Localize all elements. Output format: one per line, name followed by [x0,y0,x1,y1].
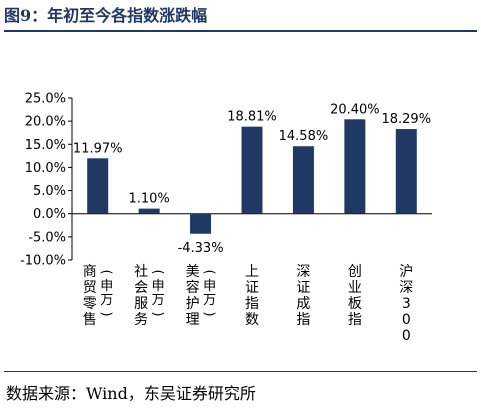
bar [190,213,212,234]
x-category-char: 容 [186,279,200,296]
x-category-char: 万 [203,293,216,308]
x-category-char: 指 [296,312,310,328]
y-tick-label: 20.0% [25,115,66,130]
x-axis-labels: 商贸零售(申万)社会服务(申万)美容护理(申万)上证指数深证成指创业板指沪深30… [83,264,414,344]
y-axis: 25.0% 20.0% 15.0% 10.0% 5.0% 0.0% -5.0% -10.0% [20,92,432,269]
bar-data-label: 20.40% [330,102,380,117]
x-category-char: 服 [134,296,148,312]
x-category-char: 理 [186,312,200,328]
x-category-char: 申 [152,279,165,294]
bar [395,129,417,214]
bar-data-label: 1.10% [128,192,169,207]
bar-data-label: 18.29% [381,112,431,127]
x-category-char: 深 [399,280,413,296]
x-category-char: 成 [296,296,310,312]
x-category-char: ) [202,311,217,316]
x-category-char: ) [99,311,114,316]
x-category-char: 售 [83,312,97,328]
y-tick-label: -5.0% [28,230,66,245]
x-category-char: 护 [186,296,200,312]
x-category-char: 贸 [83,280,97,296]
x-category-char: 0 [402,312,411,328]
bar-data-labels: 11.97% 1.10% -4.33% 18.81%14.58%20.40%18.29… [73,102,431,255]
x-category-char: 万 [100,293,113,308]
y-tick-label: 15.0% [25,138,66,153]
y-tick-label: 25.0% [25,92,66,107]
x-category-char: 美 [186,264,200,280]
x-category-char: 上 [245,264,259,280]
x-category-char: 板 [348,296,362,312]
source-note: 数据来源：Wind，东吴证券研究所 [6,384,256,403]
bar-data-label: 11.97% [73,141,123,156]
x-category-char: ( [150,269,165,274]
x-category-char: 沪 [399,264,413,280]
x-category-char: 创 [348,264,362,280]
x-category-char: 务 [134,312,148,328]
x-category-char: 申 [100,279,113,294]
y-tick-label: 10.0% [25,161,66,176]
x-category-char: 商 [83,264,97,280]
x-category-char: 证 [296,280,310,296]
x-category-char: ( [99,269,114,274]
title-divider [4,30,477,32]
x-category-char: ) [150,311,165,316]
x-category-char: 业 [348,280,362,296]
x-category-char: 会 [134,280,148,296]
bar-data-label: 18.81% [227,110,277,125]
bar [241,126,263,214]
bar [138,208,160,214]
x-category-char: 指 [245,296,259,312]
x-category-char: 数 [245,312,259,328]
bar [87,158,109,214]
bars [87,119,417,234]
bar-chart: 25.0%20.0%15.0%10.0%5.0%0.0%-5.0%-10.0% … [20,92,432,344]
x-category-char: ( [202,269,217,274]
y-tick-label: 0.0% [33,207,66,222]
x-category-char: 指 [348,312,362,328]
y-tick-label: -10.0% [20,254,66,269]
source-divider [4,371,477,372]
x-category-char: 万 [152,293,165,308]
bar-data-label: 14.58% [279,129,329,144]
y-tick-label: 5.0% [33,184,66,199]
x-category-char: 零 [83,296,97,312]
x-category-char: 3 [402,296,411,312]
x-category-char: 社 [134,264,148,280]
figure-title: 图9：年初至今各指数涨跌幅 [4,6,208,25]
x-category-char: 深 [296,264,310,280]
x-category-char: 申 [203,279,216,294]
bar-data-label: -4.33% [178,241,224,256]
bar [292,146,314,214]
bar [344,119,366,214]
x-category-char: 证 [245,280,259,296]
x-category-char: 0 [402,328,411,344]
